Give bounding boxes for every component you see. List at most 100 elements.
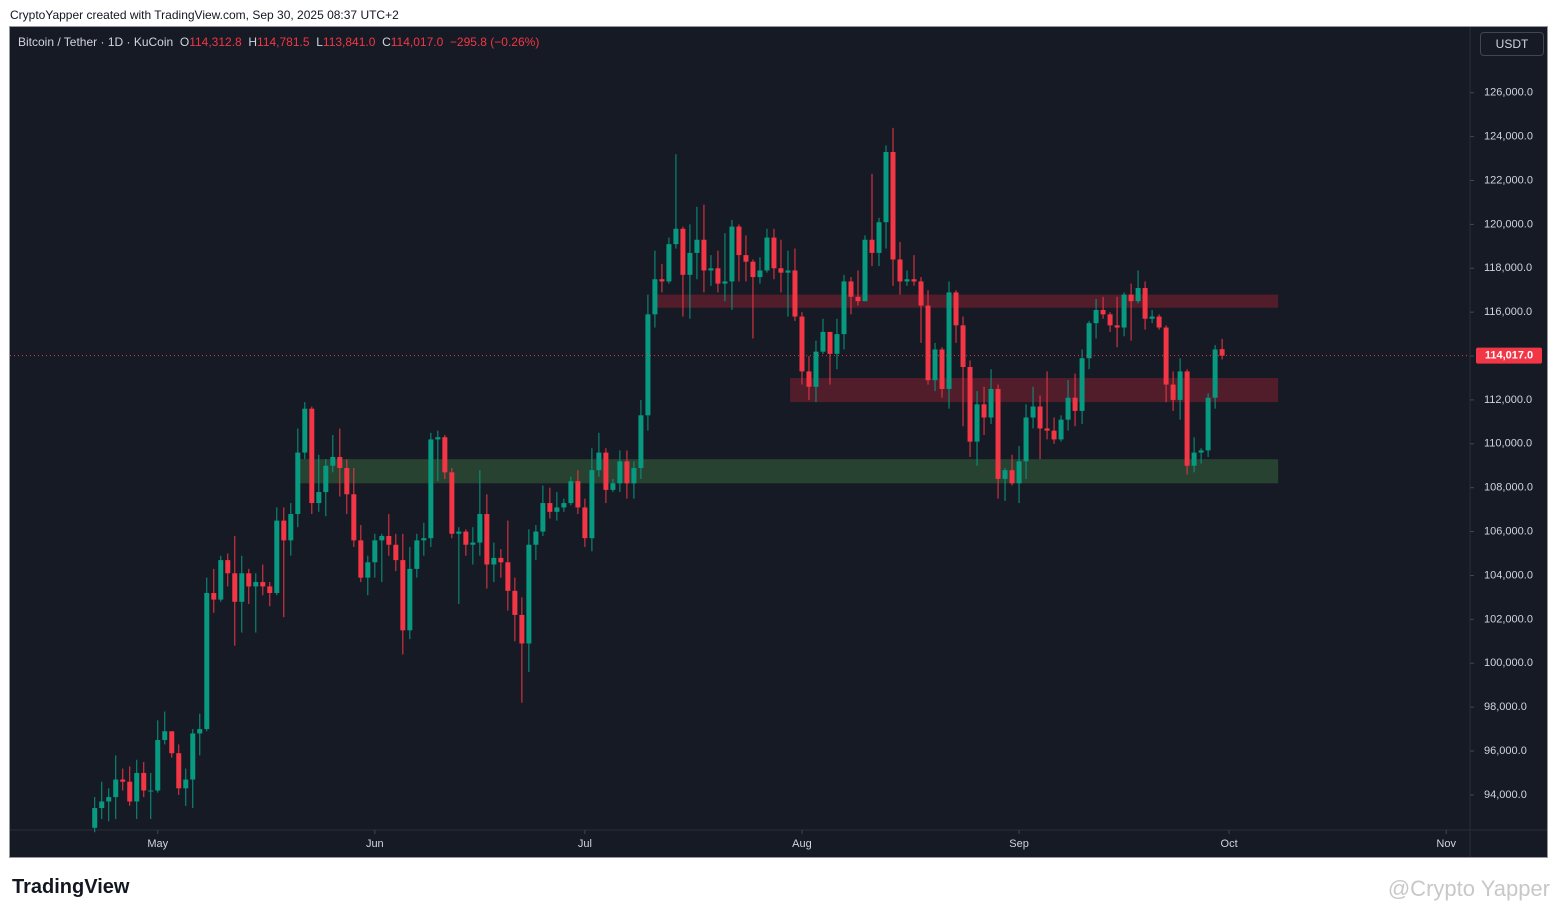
candle-body — [1184, 371, 1190, 466]
candle-body — [358, 540, 364, 578]
y-tick-label: 94,000.0 — [1484, 789, 1527, 801]
candle-body — [134, 772, 140, 802]
candle-body — [673, 228, 679, 245]
candle-body — [372, 540, 378, 563]
candle-body — [211, 593, 217, 600]
candle-body — [484, 514, 490, 565]
candle-body — [232, 573, 238, 602]
close: 114,017.0 — [390, 35, 444, 49]
candle-body — [386, 535, 392, 545]
h-label: H — [248, 35, 258, 49]
candle-body — [281, 520, 287, 541]
candle-body — [1002, 470, 1008, 479]
candle-body — [519, 614, 525, 644]
candle-body — [750, 261, 756, 278]
candle-body — [470, 542, 476, 545]
y-tick-label: 122,000.0 — [1484, 174, 1533, 186]
candle-body — [421, 538, 427, 541]
candle-body — [876, 222, 882, 253]
y-tick-label: 100,000.0 — [1484, 657, 1533, 669]
candle-body — [1198, 450, 1204, 453]
candle-body — [190, 733, 196, 780]
candle-body — [1009, 470, 1015, 484]
y-tick-label: 96,000.0 — [1484, 745, 1527, 757]
candle-body — [792, 270, 798, 317]
change: −295.8 (−0.26%) — [449, 35, 540, 49]
candle-body — [1128, 294, 1134, 302]
y-tick-label: 104,000.0 — [1484, 569, 1533, 581]
y-tick-label: 124,000.0 — [1484, 131, 1533, 143]
zone — [654, 294, 1279, 308]
candle-body — [743, 255, 749, 262]
candle-body — [414, 540, 420, 569]
candle-body — [645, 314, 651, 416]
candle-body — [1072, 397, 1078, 411]
candle-body — [715, 268, 721, 284]
candle-body — [330, 456, 336, 466]
x-tick-label: Sep — [1009, 838, 1029, 850]
c-label: C — [382, 35, 391, 49]
candle-body — [806, 371, 812, 387]
candle-body — [309, 408, 315, 504]
candle-body — [344, 467, 350, 495]
candle-body — [533, 531, 539, 545]
candle-body — [897, 259, 903, 282]
y-tick-label: 118,000.0 — [1484, 262, 1532, 274]
candle-body — [596, 452, 602, 471]
candle-body — [883, 151, 889, 223]
candle-body — [547, 503, 553, 512]
candle-body — [841, 281, 847, 335]
y-tick-label: 98,000.0 — [1484, 701, 1527, 713]
candle-body — [995, 388, 1001, 479]
candle-body — [687, 252, 693, 275]
candle-body — [729, 226, 735, 282]
candle-body — [869, 239, 875, 253]
candle-body — [659, 279, 665, 282]
candle-body — [561, 503, 567, 508]
candle-body — [491, 557, 497, 565]
candle-body — [1058, 419, 1064, 440]
candle-body — [1079, 358, 1085, 411]
y-tick-label: 106,000.0 — [1484, 525, 1533, 537]
candle-body — [1170, 384, 1176, 400]
candle-body — [638, 415, 644, 468]
candle-body — [925, 305, 931, 381]
candle-body — [911, 279, 917, 282]
candle-body — [540, 503, 546, 532]
currency-button[interactable]: USDT — [1480, 32, 1544, 56]
candle-body — [624, 461, 630, 484]
candle-body — [477, 514, 483, 543]
y-tick-label: 110,000.0 — [1484, 438, 1532, 450]
y-tick-label: 120,000.0 — [1484, 218, 1533, 230]
candle-body — [855, 296, 861, 302]
y-tick-label: 116,000.0 — [1484, 306, 1532, 318]
candle-body — [680, 228, 686, 275]
candle-body — [526, 544, 532, 644]
o-label: O — [179, 35, 190, 49]
candle-body — [848, 281, 854, 297]
candle-body — [204, 593, 210, 730]
candle-body — [1051, 430, 1057, 440]
candle-body — [337, 456, 343, 468]
candle-body — [435, 437, 441, 440]
candle-body — [1142, 288, 1148, 319]
candle-body — [589, 470, 595, 539]
candle-body — [666, 244, 672, 282]
candle-body — [92, 808, 98, 828]
candle-body — [155, 740, 161, 791]
candle-body — [463, 531, 469, 545]
candle-body — [890, 151, 896, 260]
y-tick-label: 102,000.0 — [1484, 613, 1533, 625]
candle-body — [1016, 461, 1022, 484]
candle-body — [260, 582, 266, 587]
candle-body — [918, 281, 924, 306]
high: 114,781.5 — [257, 35, 310, 49]
l-label: L — [316, 35, 323, 49]
candle-body — [778, 268, 784, 273]
low: 113,841.0 — [322, 35, 376, 49]
chart-panel: 94,000.0 96,000.0 98,000.0 100,000.0 102,000… — [9, 26, 1548, 858]
candle-body — [967, 367, 973, 442]
candle-body — [393, 544, 399, 561]
candle-body — [1191, 452, 1197, 466]
candle-body — [771, 237, 777, 269]
